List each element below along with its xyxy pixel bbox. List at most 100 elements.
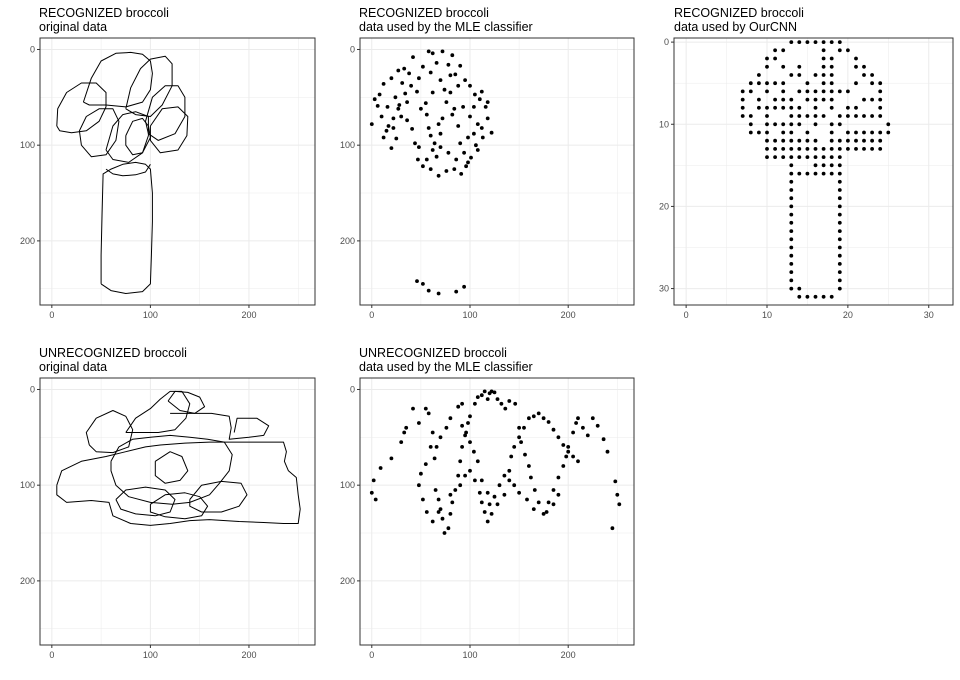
data-point [556,475,561,480]
data-point [507,478,512,483]
data-point [402,430,407,435]
data-point [615,492,620,497]
data-point [837,245,842,250]
data-point [551,488,556,492]
data-point [805,130,810,135]
data-point [391,116,396,121]
data-point [813,171,818,176]
data-point [886,122,891,127]
data-point [531,414,536,419]
data-point [381,135,386,140]
data-point [400,81,405,85]
data-point [489,389,494,394]
data-point [765,105,769,110]
data-point [870,147,874,151]
data-point [878,97,883,102]
data-point [862,114,866,118]
data-point [821,163,826,168]
data-point [523,452,527,457]
data-point [487,502,492,507]
data-point [475,395,480,399]
data-point [415,89,419,94]
data-point [419,471,423,476]
data-point [503,406,508,411]
data-point [765,89,769,94]
x-tick-label: 200 [241,310,256,320]
data-point [527,464,531,468]
data-point [837,179,842,184]
data-point [566,449,571,454]
data-point [551,502,556,507]
data-point [789,130,794,135]
data-point [837,237,842,242]
data-point [576,459,580,464]
data-point [765,138,769,143]
data-point [421,64,425,69]
data-point [413,141,417,146]
data-point [789,73,794,77]
panel-title: UNRECOGNIZED broccoli [359,346,507,360]
data-point [797,138,802,143]
y-tick-label: 200 [20,236,35,246]
data-point [507,468,512,473]
data-point [479,126,484,130]
data-point [424,157,429,162]
data-point [870,73,874,77]
data-point [428,133,433,138]
data-point [870,81,874,86]
data-point [837,138,842,143]
data-point [473,92,477,97]
data-point [468,83,472,88]
data-point [462,150,466,155]
data-point [837,48,842,53]
data-point [829,73,834,77]
data-point [385,105,390,109]
data-point [377,92,382,97]
data-point [813,89,818,94]
data-point [571,454,575,459]
panel-subtitle: data used by the MLE classifier [359,20,533,34]
data-point [499,401,504,406]
data-point [821,114,826,118]
data-point [426,411,431,416]
data-point [450,112,455,117]
data-point [417,76,421,81]
data-point [456,83,461,88]
data-point [485,116,490,121]
data-point [469,155,473,160]
data-point [846,130,850,135]
data-point [740,114,745,118]
data-point [551,427,556,432]
data-point [862,97,866,102]
data-point [773,138,777,143]
series-line [145,85,186,141]
data-point [423,462,428,466]
data-point [757,73,761,77]
data-point [829,130,834,135]
x-tick-label: 30 [924,310,934,320]
data-point [468,414,472,419]
data-point [854,64,858,69]
data-point [837,262,842,266]
data-point [789,97,794,102]
data-point [821,56,826,61]
data-point [878,138,883,143]
data-point [564,454,569,459]
data-point [740,89,745,94]
panel-border [39,377,316,646]
data-point [495,397,500,401]
data-point [466,135,470,140]
data-point [590,416,595,421]
series-line [56,441,301,526]
data-point [789,155,794,160]
data-point [789,147,794,151]
data-point [373,497,378,502]
data-point [837,163,842,168]
data-point [789,237,794,242]
data-point [789,245,794,250]
data-point [837,229,842,234]
data-point [829,89,834,94]
data-point [403,91,408,96]
